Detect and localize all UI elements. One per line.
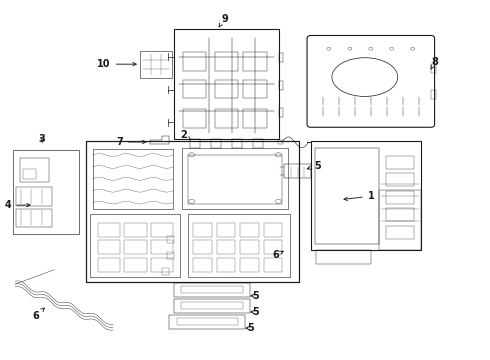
- Text: 2: 2: [180, 130, 191, 140]
- Bar: [240, 258, 259, 271]
- Bar: [379, 190, 421, 250]
- Bar: [386, 226, 415, 239]
- Text: 5: 5: [307, 161, 321, 171]
- Bar: [169, 315, 245, 329]
- Bar: [16, 188, 52, 206]
- Bar: [264, 223, 282, 237]
- Bar: [386, 174, 415, 186]
- Bar: [311, 140, 421, 250]
- Bar: [215, 80, 238, 98]
- Text: 6: 6: [32, 308, 44, 321]
- Text: 6: 6: [272, 250, 283, 260]
- Bar: [316, 148, 379, 244]
- Text: 7: 7: [116, 137, 146, 147]
- Text: 8: 8: [431, 57, 439, 69]
- Bar: [181, 286, 243, 293]
- Text: 10: 10: [97, 59, 136, 69]
- Bar: [124, 258, 147, 271]
- Bar: [194, 223, 212, 237]
- Bar: [183, 80, 206, 98]
- Bar: [194, 258, 212, 271]
- Bar: [217, 240, 235, 254]
- Bar: [244, 80, 267, 98]
- Bar: [182, 148, 288, 208]
- Bar: [151, 223, 173, 237]
- Bar: [20, 158, 49, 181]
- Bar: [217, 223, 235, 237]
- Bar: [167, 252, 174, 259]
- Bar: [431, 64, 436, 73]
- Bar: [215, 52, 238, 71]
- Bar: [253, 139, 264, 148]
- Bar: [317, 250, 371, 264]
- Text: 1: 1: [344, 191, 374, 201]
- Bar: [278, 140, 283, 144]
- Bar: [264, 258, 282, 271]
- Bar: [279, 108, 283, 117]
- Bar: [386, 191, 415, 204]
- Bar: [98, 258, 120, 271]
- Bar: [190, 139, 200, 148]
- Bar: [284, 164, 311, 178]
- Bar: [215, 109, 238, 128]
- Bar: [167, 236, 174, 243]
- Bar: [386, 208, 415, 221]
- Bar: [264, 240, 282, 254]
- Bar: [98, 240, 120, 254]
- Bar: [174, 283, 250, 297]
- Bar: [240, 240, 259, 254]
- Text: 5: 5: [251, 291, 259, 301]
- Text: 3: 3: [39, 134, 46, 144]
- Bar: [174, 30, 279, 139]
- Bar: [174, 299, 250, 313]
- Bar: [183, 109, 206, 128]
- Bar: [13, 149, 79, 234]
- Bar: [183, 52, 206, 71]
- Bar: [244, 109, 267, 128]
- Bar: [431, 90, 436, 99]
- Bar: [211, 139, 221, 148]
- Text: 4: 4: [5, 200, 30, 210]
- Bar: [23, 169, 36, 179]
- Bar: [151, 240, 173, 254]
- Text: 5: 5: [246, 323, 254, 333]
- Bar: [188, 155, 282, 204]
- Bar: [86, 140, 299, 282]
- Text: 9: 9: [219, 14, 228, 27]
- Text: 5: 5: [251, 307, 259, 317]
- Bar: [279, 81, 283, 90]
- Bar: [124, 240, 147, 254]
- Bar: [151, 258, 173, 271]
- Bar: [232, 139, 243, 148]
- Bar: [181, 302, 243, 309]
- Bar: [244, 52, 267, 71]
- Bar: [176, 319, 238, 325]
- Bar: [98, 223, 120, 237]
- Bar: [124, 223, 147, 237]
- Bar: [91, 214, 180, 276]
- Bar: [162, 268, 169, 275]
- Bar: [386, 156, 415, 169]
- Bar: [194, 240, 212, 254]
- Bar: [140, 51, 172, 78]
- Bar: [93, 149, 173, 208]
- Bar: [240, 223, 259, 237]
- Bar: [188, 214, 290, 276]
- Bar: [16, 208, 52, 227]
- Bar: [217, 258, 235, 271]
- Bar: [279, 53, 283, 62]
